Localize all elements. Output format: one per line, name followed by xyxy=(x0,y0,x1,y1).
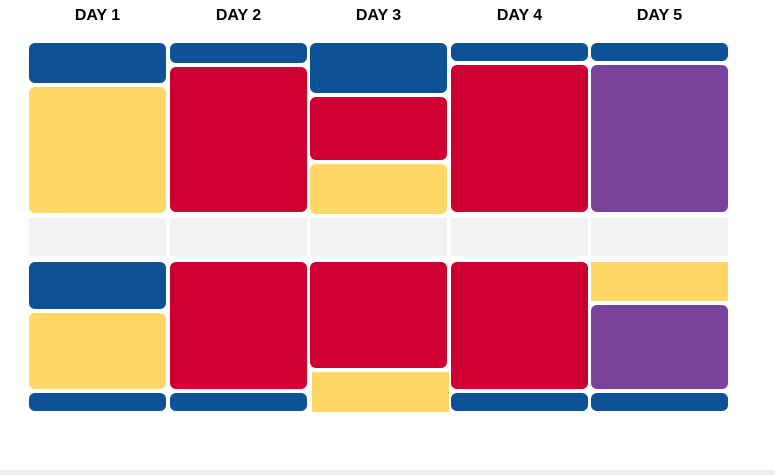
day-1-break xyxy=(29,218,166,256)
day-1-session-1[interactable] xyxy=(29,43,166,83)
day-3-session-4[interactable] xyxy=(310,262,447,368)
day-3-header: DAY 3 xyxy=(355,7,402,24)
day-3-session-2[interactable] xyxy=(310,97,447,160)
day-1-header: DAY 1 xyxy=(74,7,121,24)
day-5-header: DAY 5 xyxy=(636,7,683,24)
day-5-session-2[interactable] xyxy=(591,65,728,212)
day-3-session-5[interactable] xyxy=(312,372,449,412)
day-2-session-4[interactable] xyxy=(170,393,307,411)
day-1-session-4[interactable] xyxy=(29,313,166,389)
day-5-session-1[interactable] xyxy=(591,43,728,61)
day-5-break xyxy=(591,218,728,256)
day-1-session-5[interactable] xyxy=(29,393,166,411)
day-5-session-3[interactable] xyxy=(591,262,728,301)
day-3-session-3[interactable] xyxy=(310,164,447,214)
day-4-break xyxy=(451,218,588,256)
day-5-session-5[interactable] xyxy=(591,393,728,411)
day-5-session-4[interactable] xyxy=(591,305,728,389)
day-1-session-2[interactable] xyxy=(29,87,166,213)
day-3-session-1[interactable] xyxy=(310,43,447,93)
day-2-header: DAY 2 xyxy=(215,7,262,24)
day-2-session-3[interactable] xyxy=(170,262,307,389)
day-4-session-1[interactable] xyxy=(451,43,588,61)
day-4-header: DAY 4 xyxy=(496,7,543,24)
day-4-session-2[interactable] xyxy=(451,65,588,212)
day-4-session-4[interactable] xyxy=(451,393,588,411)
day-4-session-3[interactable] xyxy=(451,262,588,389)
day-1-session-3[interactable] xyxy=(29,262,166,309)
day-2-session-1[interactable] xyxy=(170,43,307,63)
day-3-break xyxy=(310,218,447,256)
day-2-session-2[interactable] xyxy=(170,67,307,212)
bottom-edge xyxy=(0,470,775,475)
day-2-break xyxy=(170,218,307,256)
